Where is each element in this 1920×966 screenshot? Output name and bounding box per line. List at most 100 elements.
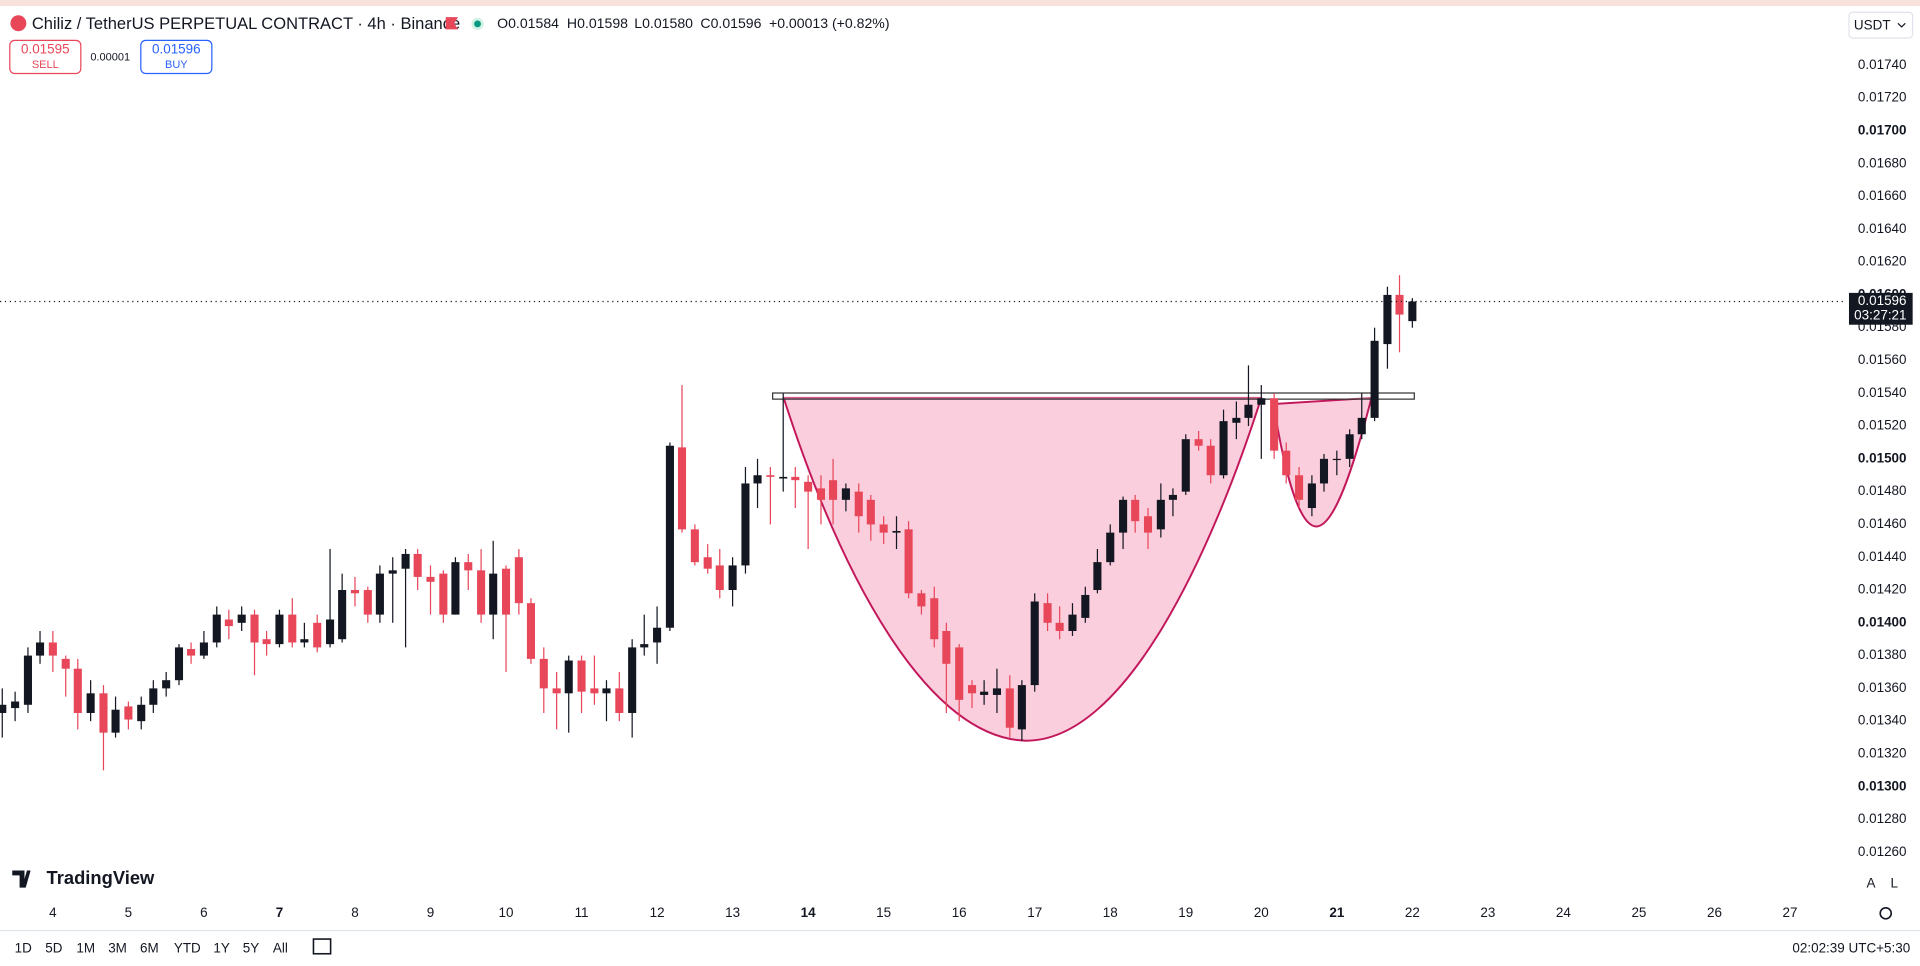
y-tick-label: 0.01320 <box>1858 746 1907 761</box>
candle-body <box>326 619 335 645</box>
y-tick-label: 0.01520 <box>1858 418 1907 433</box>
buy-price[interactable]: 0.01596 <box>152 42 201 57</box>
candle-body <box>690 529 699 563</box>
candle-body <box>149 688 158 705</box>
clock: 02:02:39 UTC+5:30 <box>1792 940 1910 955</box>
timeframe-button[interactable]: 6M <box>140 940 159 955</box>
x-tick-label: 25 <box>1631 905 1646 920</box>
candle-body <box>577 660 586 692</box>
candle-body <box>665 445 674 628</box>
candle-body <box>237 614 246 623</box>
candle-body <box>1232 417 1241 423</box>
y-tick-label: 0.01500 <box>1858 450 1907 465</box>
x-tick-label: 4 <box>49 905 57 920</box>
candle-body <box>300 639 309 643</box>
candle-body <box>816 488 826 500</box>
candle-body <box>1383 294 1392 345</box>
y-tick-label: 0.01740 <box>1858 57 1907 72</box>
y-tick-label: 0.01640 <box>1858 221 1907 236</box>
candle-body <box>35 642 45 656</box>
y-tick-label: 0.01380 <box>1858 647 1907 662</box>
y-tick-label: 0.01700 <box>1858 123 1907 138</box>
candle-body <box>313 622 322 648</box>
candle-body <box>199 642 208 656</box>
candle-body <box>841 488 850 500</box>
candle-body <box>413 553 422 577</box>
candle-body <box>590 688 599 694</box>
x-tick-label: 21 <box>1329 905 1344 920</box>
ohlc-close: C0.01596 <box>700 15 761 31</box>
candle-body <box>426 576 435 582</box>
y-tick-label: 0.01280 <box>1858 811 1907 826</box>
candle-body <box>439 573 448 615</box>
x-tick-label: 12 <box>650 905 665 920</box>
candle-body <box>124 706 133 720</box>
candle-body <box>1408 301 1417 322</box>
symbol-icon <box>10 15 27 32</box>
candle-body <box>1030 601 1039 686</box>
date-range-icon[interactable] <box>312 938 332 955</box>
candle-body <box>1055 622 1064 632</box>
candle-body <box>1219 421 1228 476</box>
candle-body <box>1370 340 1379 418</box>
x-tick-label: 11 <box>575 905 589 920</box>
candle-body <box>942 631 951 664</box>
candle-body <box>11 701 20 709</box>
y-tick-label: 0.01460 <box>1858 516 1907 531</box>
candle-body <box>526 603 535 659</box>
candle-body <box>854 491 863 517</box>
candle-body <box>162 680 171 689</box>
x-tick-label: 26 <box>1707 905 1722 920</box>
candle-body <box>766 475 775 477</box>
candle-body <box>930 598 939 640</box>
timeframe-button[interactable]: 5Y <box>243 940 259 955</box>
candle-body <box>904 529 913 594</box>
candle-body <box>212 614 221 643</box>
candle-body <box>388 570 397 574</box>
timeframe-button[interactable]: 1Y <box>213 940 229 955</box>
candle-body <box>628 647 637 713</box>
candle-body <box>501 568 511 615</box>
sell-price[interactable]: 0.01595 <box>21 42 70 57</box>
candle-body <box>1093 562 1102 591</box>
candle-body <box>288 614 297 643</box>
x-tick-label: 23 <box>1480 905 1495 920</box>
settings-icon[interactable] <box>1879 907 1893 920</box>
candle-body <box>1081 594 1090 618</box>
candle-body <box>967 685 977 694</box>
y-tick-label: 0.01620 <box>1858 254 1907 269</box>
candle-body <box>375 573 384 615</box>
candle-body <box>615 688 624 713</box>
currency-button[interactable] <box>1848 11 1914 39</box>
x-tick-label: 14 <box>801 905 816 920</box>
candle-body <box>1307 483 1316 509</box>
candle-body <box>653 627 662 643</box>
candle-body <box>464 562 473 571</box>
spread: 0.00001 <box>90 51 130 63</box>
x-tick-label: 16 <box>952 905 967 920</box>
buy-button[interactable] <box>140 39 213 75</box>
x-tick-label: 13 <box>725 905 740 920</box>
candle-body <box>250 614 259 643</box>
scale-auto[interactable]: A <box>1867 876 1876 891</box>
candle-body <box>892 530 901 533</box>
candle-body <box>137 704 146 722</box>
candle-body <box>866 499 875 525</box>
candle-body <box>829 480 838 500</box>
currency[interactable]: USDT <box>1854 17 1891 32</box>
candle-body <box>174 647 184 681</box>
countdown: 03:27:21 <box>1854 308 1906 323</box>
candle-body <box>753 475 762 484</box>
sell-label[interactable]: SELL <box>32 59 59 71</box>
timeframe-button[interactable]: All <box>273 940 288 955</box>
timeframe-button[interactable]: YTD <box>174 940 201 955</box>
y-tick-label: 0.01300 <box>1858 778 1907 793</box>
candle-body <box>1319 458 1329 484</box>
scale-log[interactable]: L <box>1891 876 1899 891</box>
timeframe-button[interactable]: 1M <box>76 940 95 955</box>
timeframe-button[interactable]: 1D <box>15 940 32 955</box>
sell-button[interactable] <box>9 39 82 75</box>
timeframe-button[interactable]: 5D <box>45 940 62 955</box>
buy-label[interactable]: BUY <box>165 59 188 71</box>
timeframe-button[interactable]: 3M <box>108 940 127 955</box>
